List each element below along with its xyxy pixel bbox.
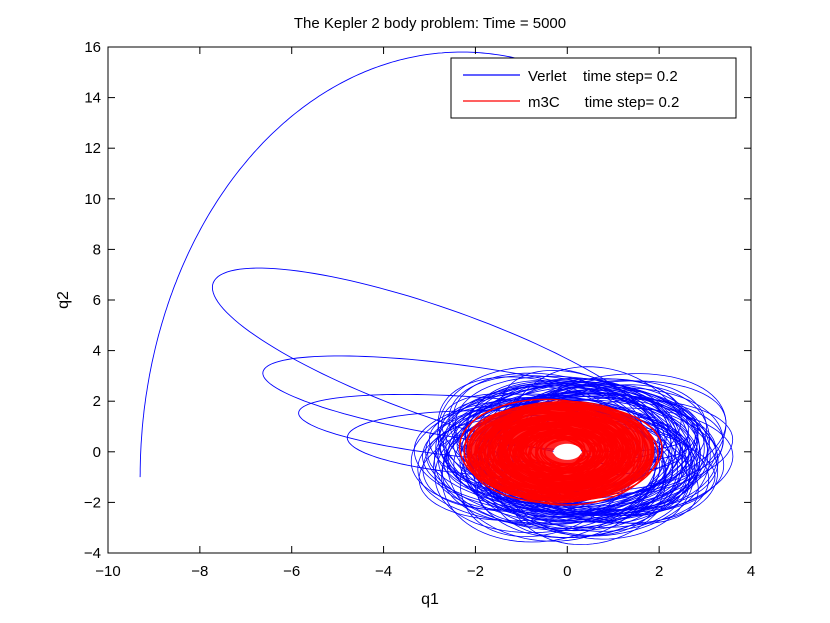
- x-tick-label: −10: [95, 563, 120, 580]
- verlet-orbit-core: [487, 383, 711, 537]
- x-axis-label: q1: [421, 591, 439, 608]
- legend: Verlet time step= 0.2 m3C time step= 0.2: [450, 57, 737, 119]
- y-tick-label: −2: [84, 494, 101, 511]
- y-tick-label: 10: [84, 191, 101, 208]
- legend-label-m3c: m3C time step= 0.2: [528, 94, 679, 111]
- data-layer: [139, 51, 734, 546]
- verlet-orbit-core: [422, 395, 717, 511]
- x-tick-label: −6: [283, 563, 300, 580]
- verlet-orbit-core: [460, 377, 672, 518]
- x-tick-label: −4: [375, 563, 392, 580]
- y-tick-label: −4: [84, 545, 101, 562]
- chart-title: The Kepler 2 body problem: Time = 5000: [294, 15, 566, 32]
- verlet-orbit-core: [468, 378, 677, 521]
- y-axis-label: q2: [55, 291, 72, 309]
- legend-box: [450, 57, 737, 119]
- y-tick-label: 16: [84, 39, 101, 56]
- ticks-layer: −10 −8 −6 −4 −2 0 2 4 −4 −2 0 2 4 6 8 10 12 14 16: [84, 39, 755, 580]
- verlet-orbit-core: [410, 384, 696, 513]
- verlet-orbit-core: [459, 384, 681, 509]
- y-tick-label: 14: [84, 90, 101, 107]
- verlet-orbit-arc: [139, 51, 581, 478]
- x-tick-label: 4: [747, 563, 755, 580]
- verlet-orbit-core: [472, 373, 727, 519]
- y-tick-label: 12: [84, 140, 101, 157]
- legend-label-verlet: Verlet time step= 0.2: [528, 68, 678, 85]
- x-tick-label: 2: [655, 563, 663, 580]
- verlet-orbit-core: [441, 393, 690, 516]
- verlet-orbit-core: [418, 406, 682, 522]
- y-tick-label: 2: [93, 393, 101, 410]
- x-tick-label: −2: [467, 563, 484, 580]
- y-tick-label: 0: [93, 444, 101, 461]
- y-tick-label: 8: [93, 241, 101, 258]
- y-tick-label: 6: [93, 292, 101, 309]
- x-tick-label: 0: [563, 563, 571, 580]
- verlet-orbit-core: [441, 392, 698, 526]
- y-tick-label: 4: [93, 343, 101, 360]
- center-hole: [553, 443, 582, 460]
- x-tick-label: −8: [191, 563, 208, 580]
- verlet-orbit-core: [446, 382, 657, 542]
- m3c-annulus: [466, 401, 655, 503]
- verlet-orbit-core: [434, 393, 673, 533]
